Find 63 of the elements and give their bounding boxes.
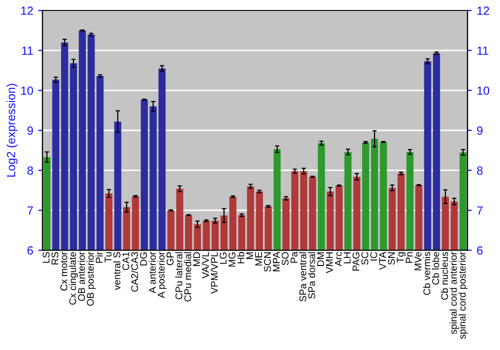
y2-tick-label: 11 (477, 46, 488, 55)
y2-tick-label: 9 (477, 126, 483, 135)
x-tick-label: DG (140, 252, 147, 266)
x-tick-label: Tu (104, 252, 112, 262)
x-tick-label: Cb vermis (423, 252, 430, 295)
x-tick-label: Tg (396, 252, 406, 263)
x-tick-label: RS (52, 252, 58, 264)
x-tick-label: Pir (96, 252, 103, 263)
x-tick-label: GP (166, 252, 174, 266)
x-tick-label: VA/VL (202, 252, 209, 278)
x-tick-label: Cb nucleus (440, 252, 448, 300)
y-tick-label: 12 (21, 6, 33, 15)
x-tick-label: SPa dorsal (308, 252, 316, 299)
x-tick-label: ventral S (113, 252, 120, 290)
y-tick-label: 11 (22, 46, 33, 55)
y2-tick-label: 7 (477, 206, 482, 215)
x-tick-label: DM (317, 252, 324, 266)
x-tick-label: LH (344, 252, 350, 264)
x-tick-label: OB anterior (78, 252, 85, 301)
x-tick-label: SPa ventral (299, 252, 306, 302)
x-tick-label: M (246, 252, 254, 259)
x-tick-label: MVe (414, 252, 422, 270)
x-tick-label: MD (193, 252, 200, 266)
y2-tick-label: 6 (477, 246, 483, 255)
x-tick-label: LS (42, 252, 50, 263)
x-tick-label: spinal cord posterior (458, 252, 468, 339)
x-tick-label: Pn (406, 252, 412, 263)
x-tick-label: A anterior (148, 252, 156, 294)
x-tick-label: IC (370, 252, 378, 260)
x-tick-label: LG (220, 252, 227, 264)
y2-tick-label: 8 (477, 166, 483, 175)
x-tick-label: VMH (326, 252, 333, 274)
y-tick-label: 9 (27, 126, 33, 135)
y-tick-label: 6 (28, 246, 33, 255)
x-tick-label: Arc (334, 252, 342, 266)
x-tick-label: MG (228, 252, 236, 266)
x-tick-label: Hb (237, 252, 244, 264)
y2-tick-label: 12 (477, 6, 490, 15)
x-tick-label: CA1 (122, 252, 130, 270)
x-tick-label: Cx motor (60, 252, 68, 291)
x-tick-label: MPA (272, 252, 280, 272)
x-tick-label: Cx cingulate (68, 252, 78, 305)
x-tick-label: spinal cord anterior (450, 252, 459, 334)
x-tick-label: OB posterior (86, 252, 96, 306)
x-tick-label: CPu medial (184, 252, 192, 302)
x-tick-label: SO (282, 252, 289, 266)
y-tick-label: 7 (28, 206, 33, 215)
y-tick-label: 10 (21, 86, 34, 95)
y-tick-label: 8 (27, 166, 33, 175)
x-tick-label: A posterior (158, 252, 167, 298)
x-tick-label: PAG (352, 252, 360, 271)
x-tick-label: SCN (264, 252, 271, 272)
x-tick-label: ME (255, 252, 262, 266)
x-tick-label: Cb lobe (432, 252, 440, 285)
x-tick-label: VTA (379, 252, 386, 270)
x-tick-label: Pa (290, 252, 298, 263)
x-tick-label: VPM/VPL (210, 252, 218, 294)
y-axis-title: Log2 (expression) (6, 84, 18, 177)
x-tick-label: SN (388, 252, 395, 265)
x-tick-label: CA2/CA3 (130, 252, 138, 292)
y2-tick-label: 10 (477, 86, 490, 95)
x-tick-label: CPu lateral (175, 252, 182, 300)
x-tick-label: SC (361, 252, 368, 265)
